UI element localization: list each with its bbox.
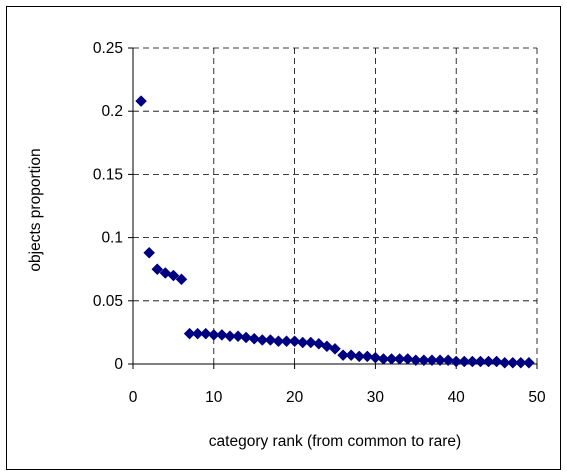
data-point-marker bbox=[506, 356, 519, 369]
y-tick-label: 0.15 bbox=[93, 166, 123, 183]
data-point-marker bbox=[353, 350, 366, 363]
data-point-marker bbox=[369, 351, 382, 364]
y-axis-title: objects proportion bbox=[27, 148, 44, 271]
data-point-marker bbox=[329, 342, 341, 355]
data-point-marker bbox=[175, 273, 188, 286]
data-point-marker bbox=[393, 353, 406, 365]
x-tick-label: 30 bbox=[367, 389, 385, 406]
y-tick-label: 0.2 bbox=[101, 103, 123, 120]
data-point-marker bbox=[474, 355, 487, 368]
data-point-marker bbox=[183, 327, 196, 340]
x-tick-label: 0 bbox=[129, 389, 138, 406]
data-point-marker bbox=[337, 349, 349, 362]
data-points bbox=[135, 95, 535, 369]
data-point-marker bbox=[135, 95, 147, 107]
x-tick-label: 20 bbox=[286, 389, 304, 406]
y-tick-label: 0.25 bbox=[93, 40, 123, 57]
y-tick-label: 0.05 bbox=[93, 293, 123, 310]
data-point-marker bbox=[216, 329, 228, 341]
data-point-marker bbox=[490, 355, 503, 368]
data-point-marker bbox=[409, 354, 422, 367]
data-point-marker bbox=[256, 334, 269, 346]
data-point-marker bbox=[523, 356, 535, 369]
y-tick-label: 0.1 bbox=[101, 230, 123, 247]
y-tick-label: 0 bbox=[114, 356, 123, 373]
data-point-marker bbox=[248, 332, 261, 345]
data-point-marker bbox=[401, 353, 414, 365]
data-point-marker bbox=[361, 350, 374, 363]
data-point-marker bbox=[191, 327, 204, 340]
data-point-marker bbox=[345, 349, 358, 362]
data-point-marker bbox=[514, 356, 527, 369]
data-point-marker bbox=[450, 355, 463, 368]
data-point-marker bbox=[458, 355, 471, 368]
data-point-marker bbox=[272, 335, 285, 348]
data-point-marker bbox=[199, 327, 212, 340]
data-point-marker bbox=[498, 356, 511, 369]
data-point-marker bbox=[426, 354, 438, 367]
data-point-marker bbox=[296, 336, 309, 349]
data-point-marker bbox=[442, 354, 454, 367]
data-point-marker bbox=[264, 334, 277, 346]
x-tick-label: 10 bbox=[205, 389, 223, 406]
data-point-marker bbox=[224, 330, 236, 343]
x-axis-title: category rank (from common to rare) bbox=[209, 433, 461, 450]
data-point-marker bbox=[288, 335, 301, 348]
x-tick-label: 50 bbox=[528, 389, 546, 406]
data-point-marker bbox=[207, 329, 220, 341]
data-point-marker bbox=[385, 353, 398, 365]
data-point-marker bbox=[418, 354, 430, 367]
x-axis-ticks: 0 10 20 30 40 50 bbox=[129, 364, 546, 406]
data-point-marker bbox=[466, 355, 479, 368]
x-tick-label: 40 bbox=[448, 389, 466, 406]
data-point-marker bbox=[151, 263, 164, 276]
data-point-marker bbox=[143, 246, 156, 259]
grid-lines bbox=[133, 47, 538, 364]
data-point-marker bbox=[240, 331, 252, 344]
data-point-marker bbox=[232, 330, 244, 343]
y-axis-ticks: 0 0.05 0.1 0.15 0.2 0.25 bbox=[93, 40, 133, 373]
data-point-marker bbox=[377, 353, 390, 365]
data-point-marker bbox=[304, 336, 317, 349]
data-point-marker bbox=[280, 335, 293, 348]
data-point-marker bbox=[167, 269, 180, 282]
data-point-marker bbox=[482, 355, 495, 368]
data-point-marker bbox=[434, 354, 446, 367]
